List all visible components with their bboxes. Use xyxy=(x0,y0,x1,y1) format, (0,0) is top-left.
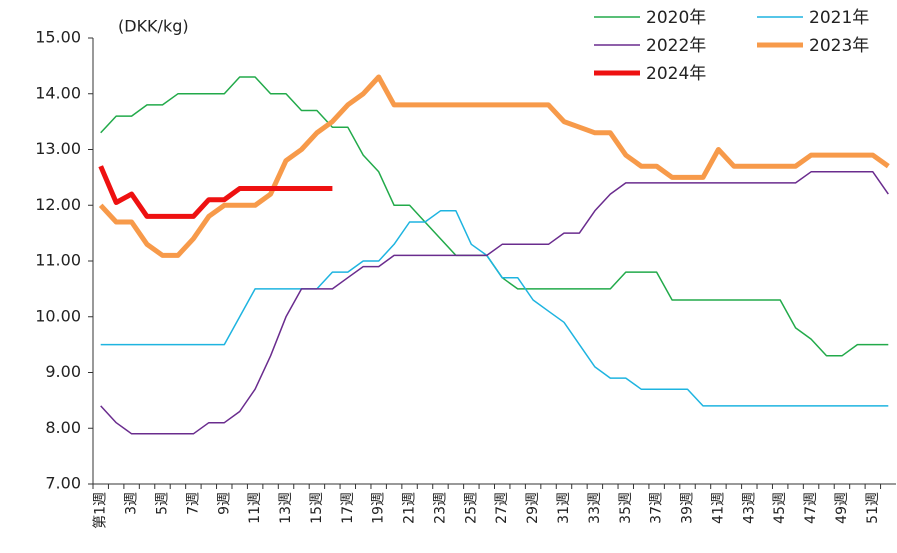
x-tick-label: 31週 xyxy=(556,492,572,524)
x-tick-label: 5週 xyxy=(154,492,170,515)
unit-label: (DKK/kg) xyxy=(118,17,189,36)
series-line xyxy=(98,165,333,219)
legend-label: 2024年 xyxy=(646,64,706,84)
series-line xyxy=(100,171,889,435)
x-tick-label: 39週 xyxy=(680,492,696,524)
x-tick-label: 45週 xyxy=(772,492,788,524)
x-tick-label: 27週 xyxy=(494,492,510,524)
legend-label: 2021年 xyxy=(809,8,869,28)
x-tick-label: 35週 xyxy=(618,492,634,524)
y-tick-label: 11.00 xyxy=(35,251,81,270)
y-tick-label: 12.00 xyxy=(35,195,81,214)
x-tick-label: 41週 xyxy=(710,492,726,524)
y-tick-label: 10.00 xyxy=(35,306,81,325)
y-tick-label: 15.00 xyxy=(35,28,81,47)
x-tick-label: 21週 xyxy=(402,492,418,524)
x-tick-label: 49週 xyxy=(834,492,850,524)
legend-label: 2020年 xyxy=(646,8,706,28)
x-tick-label: 19週 xyxy=(371,492,387,524)
x-tick-label: 第1週 xyxy=(92,492,109,529)
y-tick-label: 8.00 xyxy=(45,418,81,437)
series-line xyxy=(100,76,889,357)
x-tick-label: 25週 xyxy=(463,492,479,524)
x-tick-label: 51週 xyxy=(865,492,881,524)
x-tick-label: 11週 xyxy=(247,492,263,524)
x-tick-label: 37週 xyxy=(649,492,665,524)
x-tick-label: 33週 xyxy=(587,492,603,524)
legend-label: 2022年 xyxy=(646,36,706,56)
x-tick-label: 13週 xyxy=(278,492,294,524)
x-tick-label: 23週 xyxy=(432,492,448,524)
series-line xyxy=(98,74,890,258)
x-tick-label: 17週 xyxy=(340,492,356,524)
x-tick-label: 3週 xyxy=(124,492,140,515)
y-tick-label: 7.00 xyxy=(45,474,81,493)
series-line xyxy=(100,210,889,407)
x-tick-label: 15週 xyxy=(309,492,325,524)
x-tick-label: 47週 xyxy=(803,492,819,524)
x-tick-label: 7週 xyxy=(185,492,201,515)
y-tick-label: 13.00 xyxy=(35,139,81,158)
x-tick-label: 43週 xyxy=(741,492,757,524)
legend-label: 2023年 xyxy=(809,36,869,56)
x-tick-label: 9週 xyxy=(216,492,232,515)
y-tick-label: 14.00 xyxy=(35,83,81,102)
x-tick-label: 29週 xyxy=(525,492,541,524)
y-tick-label: 9.00 xyxy=(45,362,81,381)
